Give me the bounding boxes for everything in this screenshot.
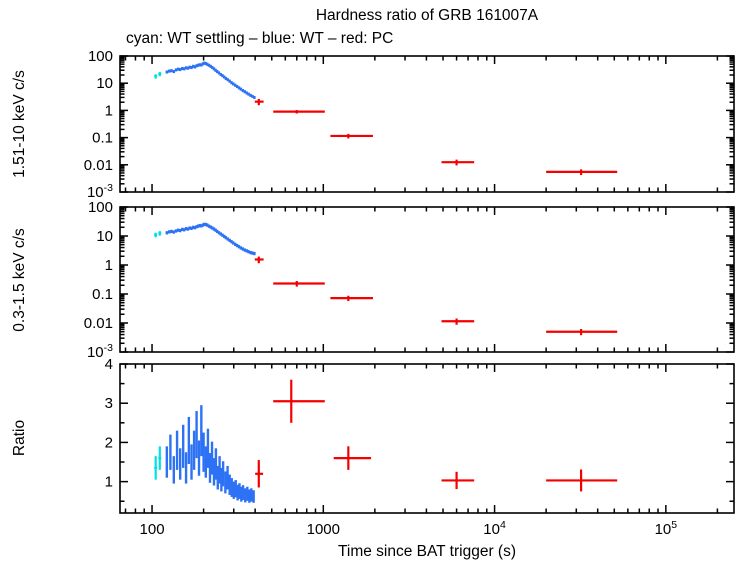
panel-hard-rate: 100 10 1 0.1 0.01 10-3 xyxy=(84,48,735,201)
x-axis-label: Time since BAT trigger (s) xyxy=(338,543,516,560)
tick-label: 4 xyxy=(105,356,113,373)
tick-label: 100 xyxy=(88,48,113,65)
y-axis-label-hard: 1.51-10 keV c/s xyxy=(11,70,28,178)
panel-soft-rate: 100 10 1 0.1 0.01 10-3 xyxy=(84,199,735,361)
chart-subtitle: cyan: WT settling – blue: WT – red: PC xyxy=(126,30,393,47)
series-wt xyxy=(165,61,256,100)
tick-label: 1 xyxy=(105,474,113,491)
series-wt-settling xyxy=(154,231,162,238)
panel-frame xyxy=(119,55,735,193)
tick-label: 2 xyxy=(105,434,113,451)
tick-label: 3 xyxy=(105,395,113,412)
panel-ratio: 1 2 3 4 xyxy=(105,356,735,514)
chart-title: Hardness ratio of GRB 161007A xyxy=(316,7,539,24)
y-tick-labels: 100 10 1 0.1 0.01 10-3 xyxy=(84,199,113,361)
series-pc xyxy=(254,256,618,336)
series-wt xyxy=(165,222,256,256)
tick-label: 0.1 xyxy=(92,130,113,147)
tick-label: 1 xyxy=(105,102,113,119)
tick-label: 100 xyxy=(88,199,113,216)
axis-ticks xyxy=(120,206,734,353)
y-tick-labels: 100 10 1 0.1 0.01 10-3 xyxy=(84,48,113,201)
series-pc xyxy=(255,379,618,492)
tick-label: 10 xyxy=(96,75,113,92)
tick-label: 104 xyxy=(483,519,506,538)
axis-ticks xyxy=(120,55,734,193)
series-wt xyxy=(165,405,255,503)
tick-label: 0.01 xyxy=(84,315,113,332)
tick-label: 0.01 xyxy=(84,157,113,174)
x-tick-labels: 100 1000 104 105 xyxy=(140,519,678,538)
tick-label: 1000 xyxy=(307,521,340,538)
tick-label: 1 xyxy=(105,257,113,274)
tick-label: 100 xyxy=(140,521,165,538)
y-tick-labels: 1 2 3 4 xyxy=(105,356,113,491)
tick-label: 10-3 xyxy=(87,182,113,201)
y-axis-label-soft: 0.3-1.5 keV c/s xyxy=(11,228,28,332)
panel-frame xyxy=(119,363,735,514)
series-pc xyxy=(254,98,618,176)
y-axis-label-ratio: Ratio xyxy=(11,420,28,456)
series-wt-settling xyxy=(154,446,162,480)
tick-label: 0.1 xyxy=(92,286,113,303)
tick-label: 10 xyxy=(96,228,113,245)
series-wt-settling xyxy=(154,71,162,79)
tick-label: 10-3 xyxy=(87,342,113,361)
tick-label: 105 xyxy=(655,519,678,538)
axis-ticks xyxy=(120,363,734,513)
